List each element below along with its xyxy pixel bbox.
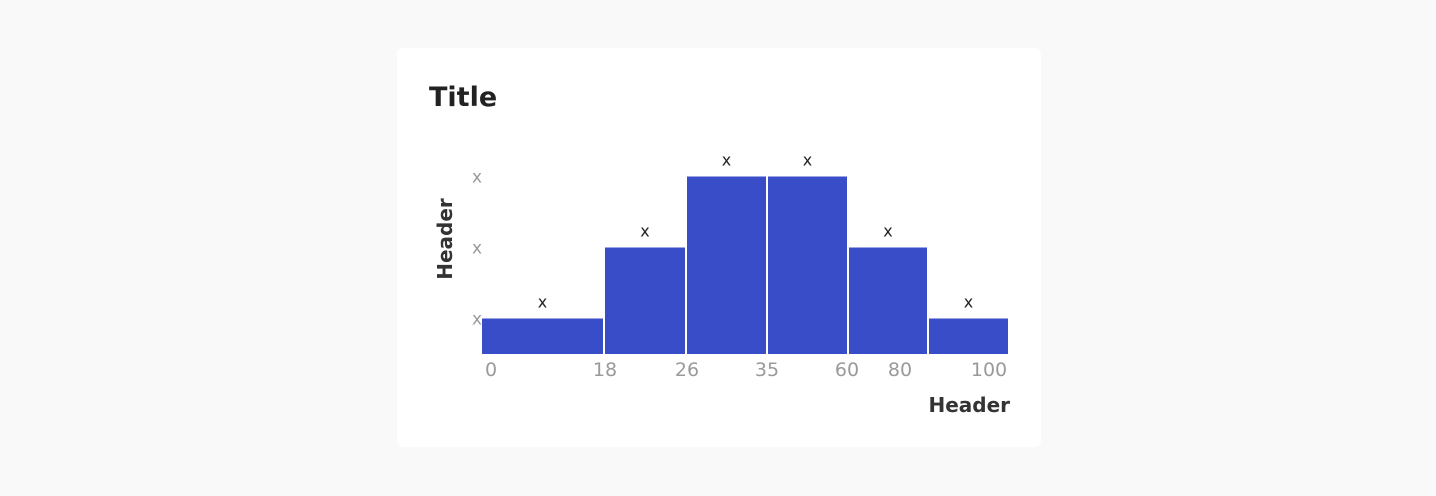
x-tick-label-6: 100 bbox=[971, 359, 1007, 381]
data-labels-group: x x x x x x bbox=[538, 151, 973, 312]
y-axis-label: Header bbox=[433, 198, 457, 280]
bar-bin-3 bbox=[768, 176, 847, 354]
bar-data-label-5: x bbox=[964, 293, 973, 312]
y-ticks-group: x x x bbox=[472, 168, 482, 330]
chart-card: Title x x x x x x x x x 0 18 26 35 60 80 100 Header H… bbox=[397, 48, 1041, 447]
histogram-chart: x x x x x x x x x 0 18 26 35 60 80 100 Header Header bbox=[433, 151, 1010, 418]
bar-data-label-1: x bbox=[640, 222, 649, 241]
bar-bin-4 bbox=[849, 247, 927, 354]
bar-bin-1 bbox=[605, 247, 685, 354]
x-ticks-group: 0 18 26 35 60 80 100 bbox=[485, 359, 1007, 381]
bar-bin-2 bbox=[687, 176, 766, 354]
x-tick-label-5: 80 bbox=[888, 359, 912, 381]
bars-group bbox=[482, 176, 1008, 354]
bar-bin-0 bbox=[482, 318, 603, 354]
x-tick-label-4: 60 bbox=[835, 359, 859, 381]
chart-title: Title bbox=[429, 82, 498, 113]
bar-bin-5 bbox=[929, 318, 1008, 354]
y-tick-label-1: x bbox=[472, 239, 482, 259]
y-tick-label-2: x bbox=[472, 168, 482, 188]
x-tick-label-1: 18 bbox=[593, 359, 617, 381]
bar-data-label-3: x bbox=[803, 151, 812, 170]
bar-data-label-4: x bbox=[883, 222, 892, 241]
bar-data-label-0: x bbox=[538, 293, 547, 312]
x-tick-label-0: 0 bbox=[485, 359, 497, 381]
y-tick-label-0: x bbox=[472, 310, 482, 330]
x-axis-label: Header bbox=[928, 393, 1010, 417]
x-tick-label-3: 35 bbox=[755, 359, 779, 381]
x-tick-label-2: 26 bbox=[675, 359, 699, 381]
bar-data-label-2: x bbox=[722, 151, 731, 170]
